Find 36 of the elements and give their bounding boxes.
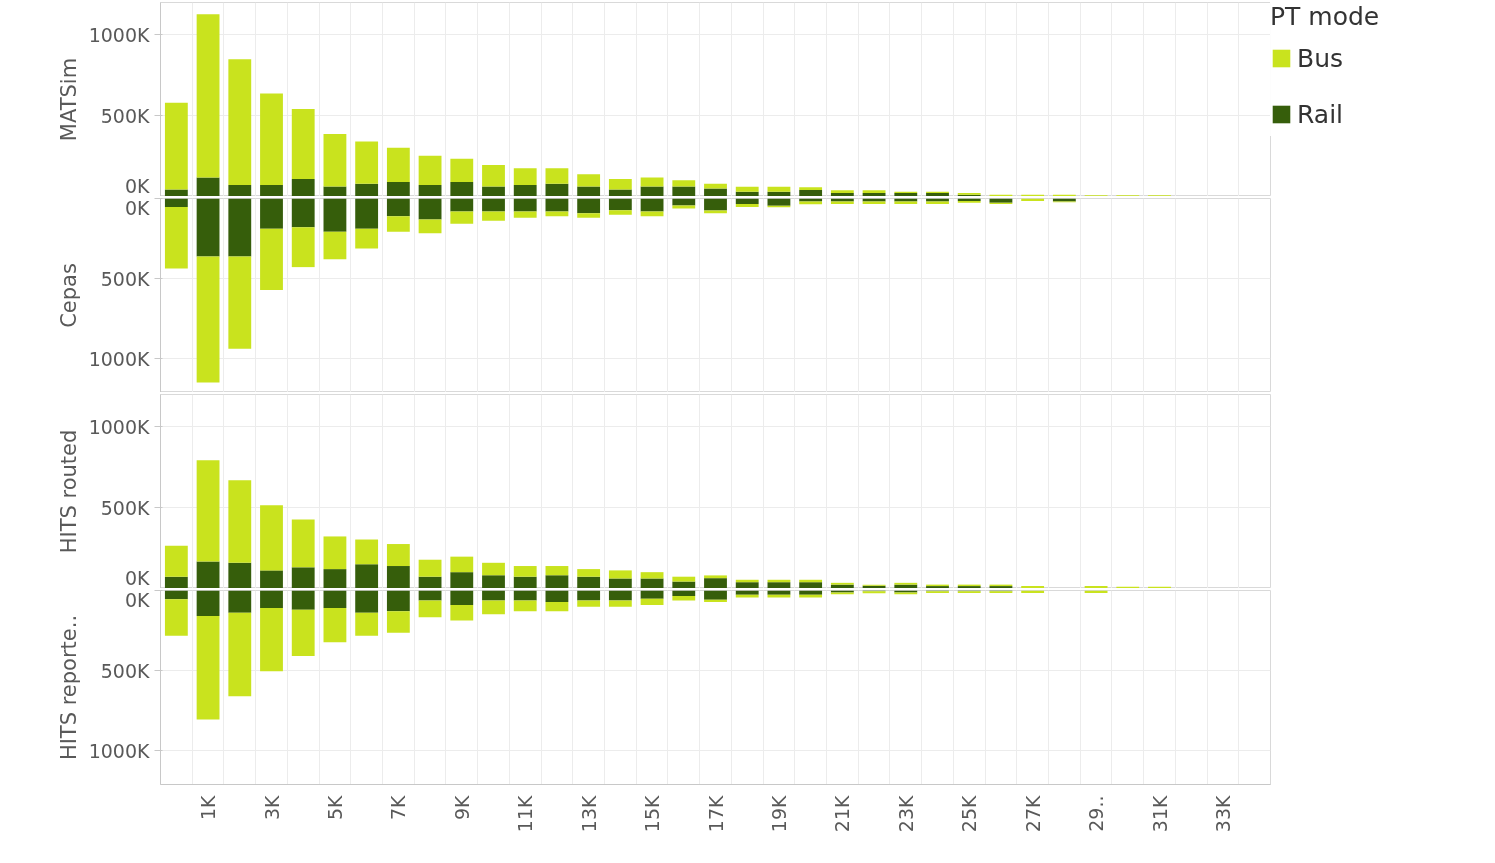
y-tick-label: 0K bbox=[124, 566, 151, 589]
legend-title: PT mode bbox=[1270, 2, 1380, 31]
y-tick-label: 0K bbox=[124, 588, 151, 611]
legend-label: Rail bbox=[1297, 98, 1344, 131]
x-tick-label: 33K bbox=[1211, 794, 1234, 833]
x-tick-label: 17K bbox=[704, 794, 727, 833]
x-tick-label: 5K bbox=[323, 794, 346, 821]
y-axis-title: Cepas bbox=[56, 263, 81, 328]
x-tick-label: 15K bbox=[641, 794, 664, 833]
y-tick-label: 1000K bbox=[88, 347, 151, 370]
y-tick-label: 1000K bbox=[88, 415, 151, 438]
y-tick-label: 0K bbox=[124, 196, 151, 219]
x-tick-label: 31K bbox=[1148, 794, 1171, 833]
legend-label: Bus bbox=[1297, 42, 1344, 75]
y-tick-label: 500K bbox=[100, 659, 151, 682]
x-tick-label: 3K bbox=[260, 794, 283, 821]
y-tick-label: 1000K bbox=[88, 23, 151, 46]
x-tick-label: 7K bbox=[387, 794, 410, 821]
y-axis-title: HITS reporte.. bbox=[56, 614, 81, 761]
x-tick-label: 19K bbox=[767, 794, 790, 833]
x-tick-label: 25K bbox=[958, 794, 981, 833]
x-tick-label: 13K bbox=[577, 794, 600, 833]
y-tick-label: 500K bbox=[100, 104, 151, 127]
x-tick-label: 27K bbox=[1021, 794, 1044, 833]
y-axis-title: HITS routed bbox=[56, 429, 81, 554]
x-tick-label: 29.. bbox=[1085, 795, 1108, 832]
y-tick-label: 500K bbox=[100, 496, 151, 519]
x-tick-label: 23K bbox=[894, 794, 917, 833]
x-tick-label: 1K bbox=[197, 794, 220, 821]
y-tick-label: 1000K bbox=[88, 739, 151, 762]
x-tick-label: 9K bbox=[450, 794, 473, 821]
y-axis-title: MATSim bbox=[56, 57, 81, 142]
x-tick-label: 21K bbox=[831, 794, 854, 833]
x-tick-label: 11K bbox=[514, 794, 537, 833]
y-tick-label: 0K bbox=[124, 174, 151, 197]
y-tick-label: 500K bbox=[100, 267, 151, 290]
